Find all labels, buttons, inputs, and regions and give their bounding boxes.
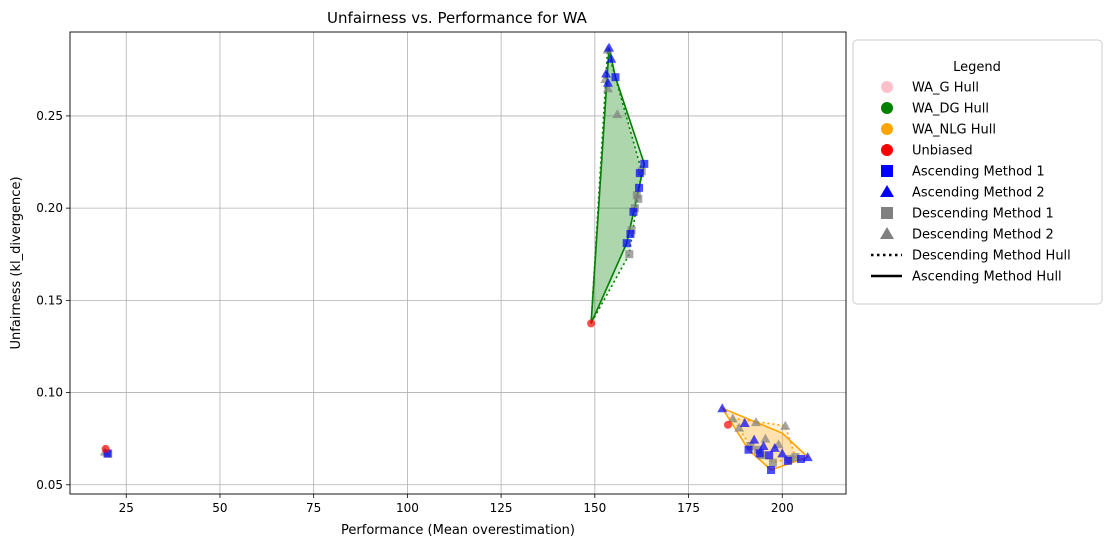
wa-nlg-ascending-method-1-point xyxy=(783,456,792,465)
hull-fills xyxy=(591,47,808,471)
legend-swatch-wa-g-hull xyxy=(881,81,893,93)
wa-dg-descending-method-1-point xyxy=(625,250,634,259)
wa-dg-ascending-method-1-point xyxy=(635,169,644,178)
legend-swatch-unbiased xyxy=(881,144,893,156)
data-points xyxy=(99,42,813,475)
wa-dg-descending-hull-fill xyxy=(591,49,642,324)
legend: Legend WA_G Hull WA_DG Hull WA_NLG Hull Unb… xyxy=(852,39,1103,305)
wa-nlg-descending-method-1-point xyxy=(768,458,777,467)
wa-dg-descending-method-1-point xyxy=(634,194,643,203)
plot-area-frame xyxy=(69,31,847,495)
legend-swatch-descending-method-1 xyxy=(881,207,893,219)
wa-nlg-ascending-method-2-point xyxy=(769,442,780,452)
wa-dg-descending-method-2-point xyxy=(612,109,623,119)
y-tick-label: 0.05 xyxy=(36,478,63,492)
y-tick-label: 0.20 xyxy=(36,201,63,215)
wa-nlg-ascending-method-1-point xyxy=(755,449,764,458)
wa-nlg-ascending-method-1-point xyxy=(767,466,776,475)
legend-label-wa-g-hull: WA_G Hull xyxy=(912,81,979,96)
wa-dg-descending-method-2-point xyxy=(602,83,613,93)
wa-nlg-ascending-method-2-point xyxy=(739,417,750,427)
wa-nlg-ascending-method-2-point xyxy=(717,403,728,413)
wa-nlg-descending-method-1-point xyxy=(791,453,800,462)
legend-label-ascending-method-hull: Ascending Method Hull xyxy=(912,270,1062,285)
x-tick-label: 50 xyxy=(212,501,227,515)
legend-swatch-wa-dg-hull xyxy=(881,102,893,114)
legend-swatch-descending-method-2 xyxy=(880,227,894,239)
legend-label-ascending-method-2: Ascending Method 2 xyxy=(912,186,1045,201)
wa-dg-ascending-method-2-point xyxy=(601,68,612,78)
legend-label-unbiased: Unbiased xyxy=(912,144,973,159)
wa-nlg-ascending-method-2-point xyxy=(749,434,760,444)
legend-swatch-ascending-method-2 xyxy=(880,185,894,197)
wa-nlg-ascending-method-1-point xyxy=(797,454,806,463)
y-tick-label: 0.10 xyxy=(36,386,63,400)
wa-dg-ascending-method-2-point xyxy=(602,77,613,87)
x-tick-label: 175 xyxy=(677,501,700,515)
legend-label-wa-dg-hull: WA_DG Hull xyxy=(912,102,989,117)
wa-nlg-ascending-method-1-point xyxy=(765,451,774,460)
x-tick-label: 200 xyxy=(771,501,794,515)
legend-label-descending-method-2: Descending Method 2 xyxy=(912,228,1054,243)
wa-nlg-unbiased-point xyxy=(723,420,732,429)
wa-nlg-ascending-method-2-point xyxy=(802,452,813,462)
wa-dg-ascending-method-1-point xyxy=(626,229,635,238)
legend-entries: WA_G Hull WA_DG Hull WA_NLG Hull Unbiased As… xyxy=(871,81,1071,285)
wa-dg-ascending-method-1-point xyxy=(622,239,631,248)
wa-dg-unbiased-point xyxy=(587,319,596,328)
legend-label-wa-nlg-hull: WA_NLG Hull xyxy=(912,123,996,138)
y-tick-label: 0.15 xyxy=(36,293,63,307)
wa-g-ascending-method-1-point xyxy=(103,449,112,458)
wa-dg-ascending-method-2-point xyxy=(606,53,617,63)
x-axis-label: Performance (Mean overestimation) xyxy=(341,523,575,538)
x-tick-label: 150 xyxy=(583,501,606,515)
legend-swatch-wa-nlg-hull xyxy=(881,123,893,135)
legend-swatch-ascending-method-1 xyxy=(881,165,893,177)
x-tick-label: 25 xyxy=(119,501,134,515)
wa-nlg-ascending-method-1-point xyxy=(744,445,753,454)
wa-nlg-ascending-method-2-point xyxy=(777,448,788,458)
legend-label-descending-method-1: Descending Method 1 xyxy=(912,207,1054,222)
legend-frame xyxy=(852,39,1103,305)
wa-dg-ascending-method-1-point xyxy=(640,159,649,168)
wa-nlg-descending-method-2-point xyxy=(727,413,738,423)
wa-g-unbiased-point xyxy=(101,444,110,453)
wa-dg-ascending-method-1-point xyxy=(629,207,638,216)
x-tick-label: 125 xyxy=(490,501,513,515)
wa-dg-ascending-method-2-point xyxy=(604,42,615,52)
legend-label-descending-method-hull: Descending Method Hull xyxy=(912,249,1071,264)
axis-ticks: 25 50 75 100 125 150 175 200 0.05 0.10 0.15 0.20 0.2… xyxy=(36,109,793,515)
y-tick-label: 0.25 xyxy=(36,109,63,123)
wa-nlg-descending-method-2-point xyxy=(734,422,745,432)
legend-title: Legend xyxy=(953,60,1001,75)
wa-nlg-descending-method-2-point xyxy=(751,417,762,427)
wa-nlg-descending-method-2-point xyxy=(760,433,771,443)
x-tick-label: 75 xyxy=(306,501,321,515)
wa-dg-ascending-method-1-point xyxy=(635,183,644,192)
wa-dg-ascending-hull-line xyxy=(590,47,646,324)
wa-nlg-ascending-method-2-point xyxy=(758,441,769,451)
legend-label-ascending-method-1: Ascending Method 1 xyxy=(912,165,1045,180)
y-axis-label: Unfairness (kl_divergence) xyxy=(9,176,24,349)
wa-dg-ascending-method-1-point xyxy=(611,73,620,82)
wa-nlg-descending-method-2-point xyxy=(780,420,791,430)
chart-title: Unfairness vs. Performance for WA xyxy=(327,9,588,27)
x-tick-label: 100 xyxy=(396,501,419,515)
wa-dg-ascending-hull-fill xyxy=(591,47,645,324)
